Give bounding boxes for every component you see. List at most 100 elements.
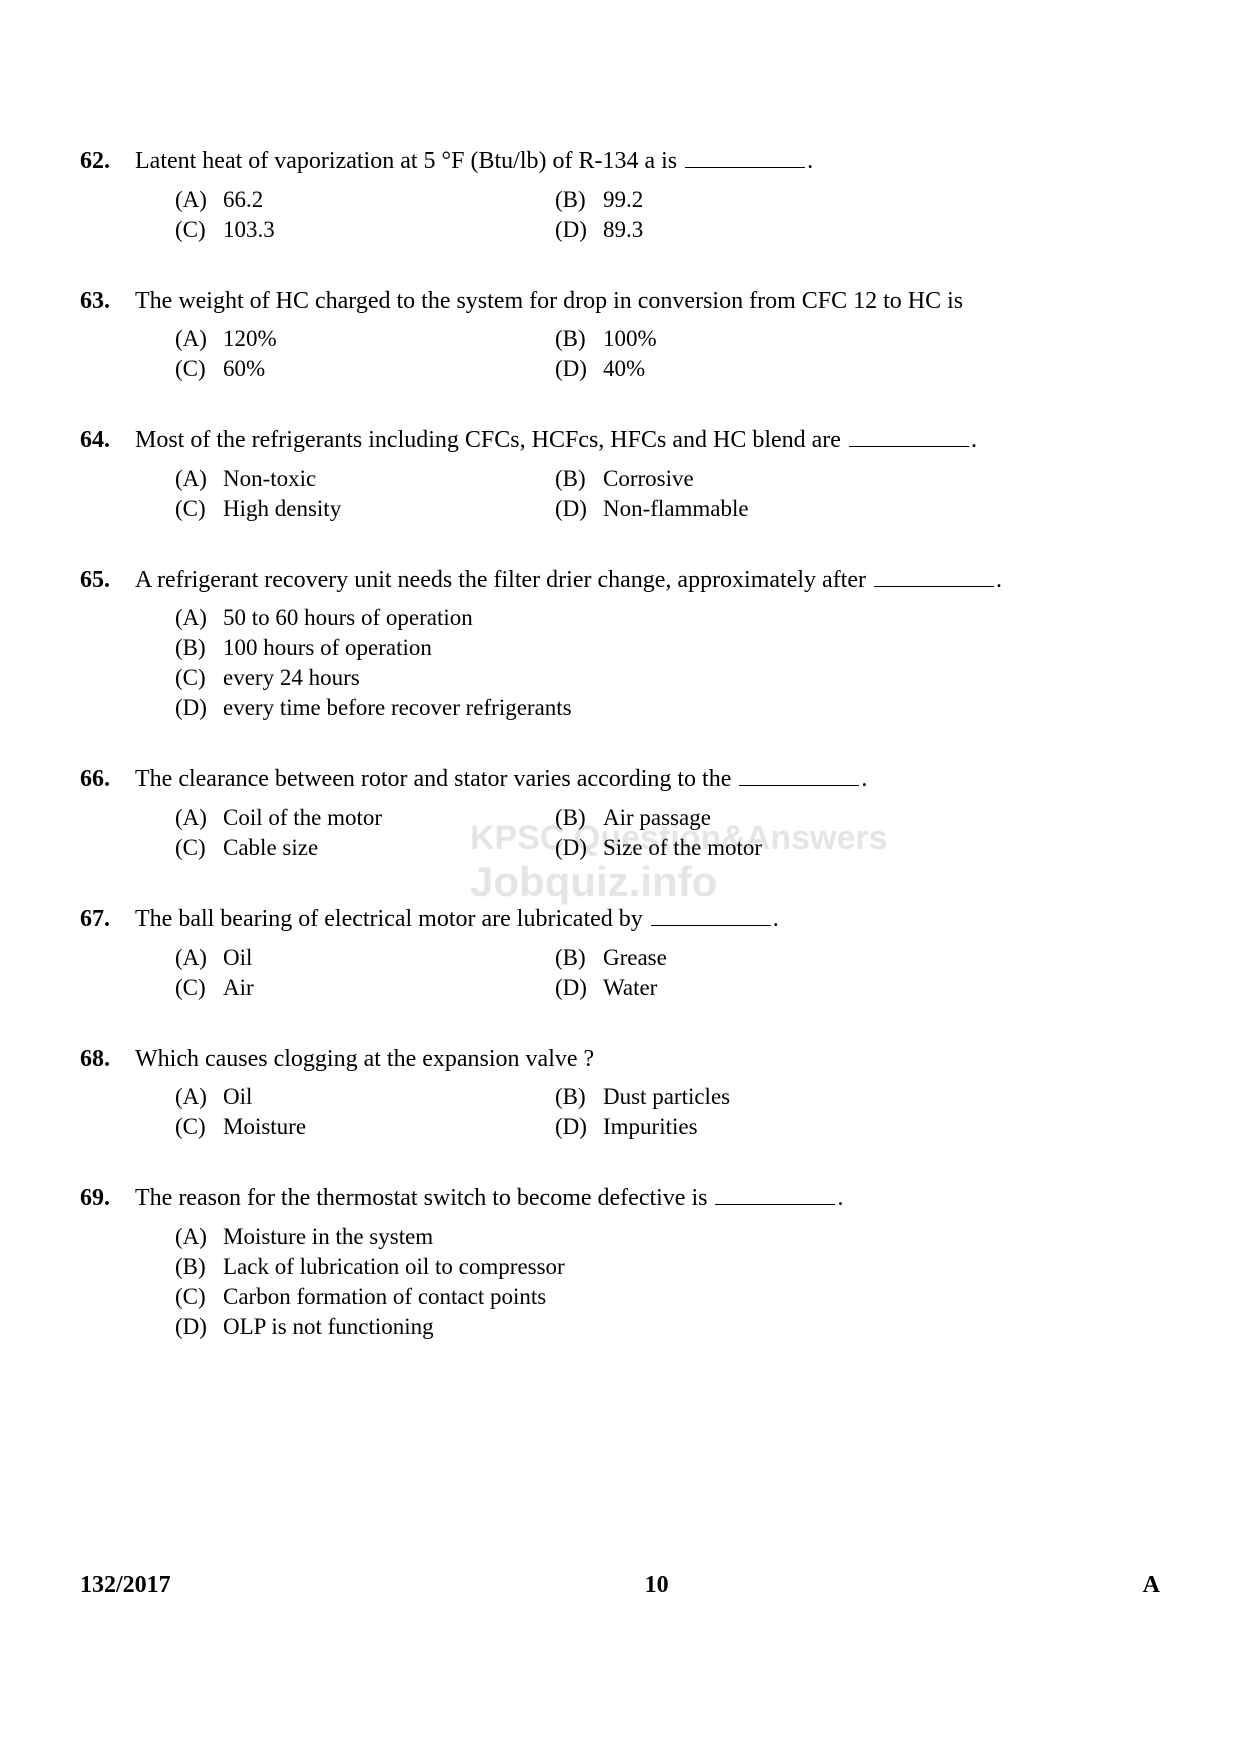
question-block: 68.Which causes clogging at the expansio…	[80, 1043, 1160, 1141]
option-text: 100%	[603, 326, 657, 352]
options-column: (A)50 to 60 hours of operation (B)100 hou…	[175, 605, 1160, 721]
option-letter: (B)	[555, 326, 603, 352]
option-letter: (D)	[555, 356, 603, 382]
option-letter: (D)	[555, 217, 603, 243]
question-row: 66.The clearance between rotor and stato…	[80, 763, 1160, 797]
option: (A)66.2	[175, 187, 555, 213]
option: (A)Oil	[175, 945, 555, 971]
option-text: 40%	[603, 356, 645, 382]
option-text: Carbon formation of contact points	[223, 1284, 546, 1310]
question-number: 68.	[80, 1046, 135, 1073]
option-letter: (C)	[175, 1114, 223, 1140]
option-letter: (C)	[175, 496, 223, 522]
option-letter: (B)	[175, 635, 223, 661]
fill-blank	[715, 1204, 835, 1205]
option-text: 60%	[223, 356, 265, 382]
question-row: 63.The weight of HC charged to the syste…	[80, 285, 1160, 319]
question-number: 69.	[80, 1185, 135, 1212]
option: (C)High density	[175, 496, 555, 522]
questions-container: 62.Latent heat of vaporization at 5 °F (…	[80, 145, 1160, 1340]
option-letter: (D)	[555, 496, 603, 522]
option: (B)100%	[555, 326, 1160, 352]
question-text: The weight of HC charged to the system f…	[135, 285, 963, 319]
option: (D)40%	[555, 356, 1160, 382]
question-text: Latent heat of vaporization at 5 °F (Btu…	[135, 145, 813, 179]
question-number: 65.	[80, 567, 135, 594]
fill-blank	[651, 925, 771, 926]
question-block: 67.The ball bearing of electrical motor …	[80, 903, 1160, 1001]
question-row: 69.The reason for the thermostat switch …	[80, 1182, 1160, 1216]
option-letter: (B)	[555, 945, 603, 971]
options-row: (C)60% (D)40%	[175, 356, 1160, 382]
option-letter: (C)	[175, 1284, 223, 1310]
option: (A)Oil	[175, 1084, 555, 1110]
option: (B)Air passage	[555, 805, 1160, 831]
option-letter: (A)	[175, 326, 223, 352]
fill-blank	[874, 586, 994, 587]
option-letter: (A)	[175, 1224, 223, 1250]
option: (D)89.3	[555, 217, 1160, 243]
option-text: Non-toxic	[223, 466, 316, 492]
option-letter: (A)	[175, 605, 223, 631]
option-text: Non-flammable	[603, 496, 749, 522]
option: (A)Coil of the motor	[175, 805, 555, 831]
option-text: OLP is not functioning	[223, 1314, 434, 1340]
option-letter: (A)	[175, 466, 223, 492]
option-letter: (B)	[175, 1254, 223, 1280]
question-number: 64.	[80, 427, 135, 454]
option: (D)Impurities	[555, 1114, 1160, 1140]
option: (B)100 hours of operation	[175, 635, 1160, 661]
question-block: 63.The weight of HC charged to the syste…	[80, 285, 1160, 383]
option: (C)Air	[175, 975, 555, 1001]
option-text: Moisture	[223, 1114, 306, 1140]
options-row: (A)120%(B)100%	[175, 326, 1160, 352]
option-letter: (C)	[175, 356, 223, 382]
option: (A)Non-toxic	[175, 466, 555, 492]
option: (B)Corrosive	[555, 466, 1160, 492]
question-number: 66.	[80, 766, 135, 793]
option-letter: (C)	[175, 835, 223, 861]
options-row: (C)Cable size(D)Size of the motor	[175, 835, 1160, 861]
footer-center: 10	[645, 1572, 669, 1599]
option: (D)OLP is not functioning	[175, 1314, 1160, 1340]
option: (A)50 to 60 hours of operation	[175, 605, 1160, 631]
question-number: 62.	[80, 148, 135, 175]
options-row: (A)Non-toxic(B)Corrosive	[175, 466, 1160, 492]
option-text: Grease	[603, 945, 667, 971]
option-text: 99.2	[603, 187, 643, 213]
option-letter: (C)	[175, 217, 223, 243]
question-block: 65.A refrigerant recovery unit needs the…	[80, 564, 1160, 722]
option-text: every 24 hours	[223, 665, 360, 691]
option: (B)Grease	[555, 945, 1160, 971]
option: (D)Water	[555, 975, 1160, 1001]
option-letter: (D)	[555, 835, 603, 861]
option-text: Coil of the motor	[223, 805, 382, 831]
question-number: 67.	[80, 906, 135, 933]
option-text: 66.2	[223, 187, 263, 213]
option: (B)Dust particles	[555, 1084, 1160, 1110]
question-text: The clearance between rotor and stator v…	[135, 763, 867, 797]
option-text: Corrosive	[603, 466, 694, 492]
option-text: 103.3	[223, 217, 275, 243]
options-row: (C)Moisture (D)Impurities	[175, 1114, 1160, 1140]
option: (D)Non-flammable	[555, 496, 1160, 522]
question-text: The ball bearing of electrical motor are…	[135, 903, 779, 937]
option-letter: (A)	[175, 945, 223, 971]
question-row: 65.A refrigerant recovery unit needs the…	[80, 564, 1160, 598]
question-text: Most of the refrigerants including CFCs,…	[135, 424, 977, 458]
option-letter: (B)	[555, 466, 603, 492]
footer-left: 132/2017	[80, 1572, 171, 1599]
option-letter: (D)	[175, 695, 223, 721]
option-text: Oil	[223, 1084, 252, 1110]
question-text: Which causes clogging at the expansion v…	[135, 1043, 594, 1077]
footer-right: A	[1143, 1572, 1160, 1599]
option-letter: (B)	[555, 187, 603, 213]
option-text: High density	[223, 496, 341, 522]
option-text: Lack of lubrication oil to compressor	[223, 1254, 565, 1280]
question-text: The reason for the thermostat switch to …	[135, 1182, 843, 1216]
option: (C)Carbon formation of contact points	[175, 1284, 1160, 1310]
option-text: every time before recover refrigerants	[223, 695, 572, 721]
options-row: (A)Coil of the motor(B)Air passage	[175, 805, 1160, 831]
question-block: 69.The reason for the thermostat switch …	[80, 1182, 1160, 1340]
fill-blank	[849, 446, 969, 447]
